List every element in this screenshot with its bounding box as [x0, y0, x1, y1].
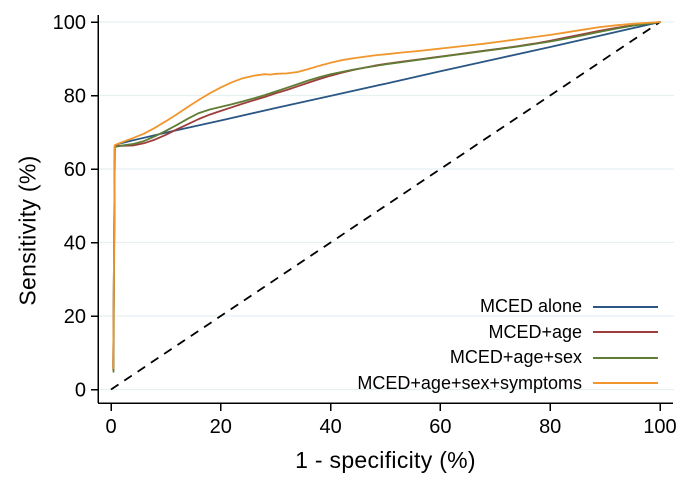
roc-curve-2 [112, 21, 661, 373]
legend-item-mced-alone: MCED alone [357, 294, 658, 320]
x-tick-label-100: 100 [643, 416, 676, 438]
legend-item-mced-age: MCED+age [357, 320, 658, 346]
legend-label: MCED alone [479, 296, 582, 317]
legend-line-swatch [593, 331, 658, 334]
x-axis-title: 1 - specificity (%) [295, 447, 476, 473]
reference-diagonal-line [110, 21, 661, 391]
y-tick-label-100: 100 [53, 12, 86, 34]
x-tick-label-0: 0 [105, 416, 116, 438]
legend-line-swatch [593, 356, 658, 359]
y-tick-label-20: 20 [64, 306, 86, 328]
y-tick-label-60: 60 [64, 159, 86, 181]
x-tick-label-40: 40 [319, 416, 341, 438]
y-tick-label-0: 0 [75, 380, 86, 402]
x-tick-label-60: 60 [429, 416, 451, 438]
legend-item-mced-age-sex: MCED+age+sex [357, 345, 658, 371]
legend-label: MCED+age+sex+symptoms [357, 372, 582, 393]
legend-label: MCED+age [488, 321, 582, 342]
roc-curve-3 [112, 21, 661, 370]
legend-item-mced-age-sex-symptoms: MCED+age+sex+symptoms [357, 371, 658, 397]
x-tick-label-80: 80 [539, 416, 561, 438]
legend: MCED alone MCED+age MCED+age+sex MCED+ag… [357, 294, 658, 396]
y-tick-label-40: 40 [64, 233, 86, 255]
y-axis-title: Sensitivity (%) [14, 155, 41, 306]
x-tick-label-20: 20 [210, 416, 232, 438]
legend-label: MCED+age+sex [449, 347, 582, 368]
y-tick-label-80: 80 [64, 86, 86, 108]
legend-line-swatch [593, 382, 658, 385]
legend-line-swatch [593, 305, 658, 308]
